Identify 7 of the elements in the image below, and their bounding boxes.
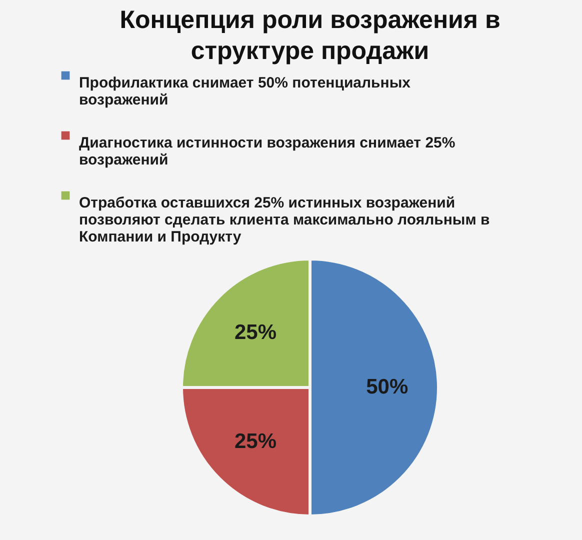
data-label: 25%: [234, 430, 277, 454]
legend-label: Диагностика истинности возражения снимает 25% возражений: [79, 134, 456, 168]
legend-label: Профилактика снимает 50% потенциальных возражений: [79, 74, 412, 108]
data-label: 25%: [234, 320, 277, 344]
chart-title: Концепция роли возражения в структуре продажи: [120, 6, 500, 65]
legend-label: Отработка оставшихся 25% истинных возражений позволяют сделать клиента максимально лояльным в Компании и Продукту: [79, 194, 490, 246]
data-label: 50%: [366, 376, 408, 398]
